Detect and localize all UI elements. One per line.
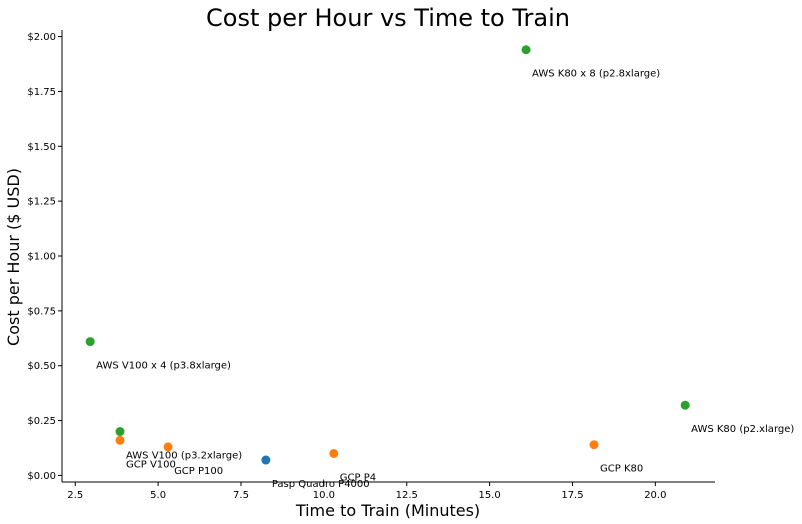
data-point bbox=[521, 45, 531, 55]
x-tick-label: 20.0 bbox=[644, 490, 666, 501]
y-tick-label: $1.75 bbox=[27, 87, 56, 98]
x-tick-label: 5.0 bbox=[150, 490, 166, 501]
x-tick-label: 10.0 bbox=[313, 490, 335, 501]
data-point bbox=[115, 427, 125, 437]
y-tick-label: $1.25 bbox=[27, 197, 56, 208]
y-ticks: $0.00 $0.25 $0.50 $0.75 $1.00 $1.25 $1.50 $1.75… bbox=[27, 32, 62, 482]
y-tick-label: $0.75 bbox=[27, 306, 56, 317]
point-label: Pasp Quadro P4000 bbox=[272, 479, 370, 490]
chart-title: Cost per Hour vs Time to Train bbox=[206, 4, 570, 32]
data-point bbox=[680, 400, 690, 410]
data-point bbox=[261, 455, 271, 465]
point-label: GCP V100 bbox=[126, 459, 176, 470]
point-label: GCP P4 bbox=[340, 472, 376, 483]
x-tick-label: 2.5 bbox=[67, 490, 83, 501]
data-point bbox=[329, 448, 339, 458]
x-tick-label: 7.5 bbox=[233, 490, 249, 501]
y-tick-label: $0.00 bbox=[27, 471, 56, 482]
data-point bbox=[589, 440, 599, 450]
point-label: GCP P100 bbox=[174, 466, 223, 477]
data-points bbox=[85, 45, 690, 465]
y-tick-label: $1.00 bbox=[27, 252, 56, 263]
point-label: AWS K80 x 8 (p2.8xlarge) bbox=[532, 69, 660, 80]
x-ticks: 2.5 5.0 7.5 10.0 12.5 15.0 17.5 20.0 bbox=[67, 482, 666, 501]
x-tick-label: 17.5 bbox=[561, 490, 583, 501]
y-tick-label: $1.50 bbox=[27, 142, 56, 153]
y-tick-label: $0.50 bbox=[27, 361, 56, 372]
point-label: AWS V100 x 4 (p3.8xlarge) bbox=[96, 361, 231, 372]
x-tick-label: 15.0 bbox=[478, 490, 500, 501]
y-axis-label: Cost per Hour ($ USD) bbox=[4, 168, 23, 346]
y-tick-label: $0.25 bbox=[27, 416, 56, 427]
x-axis-label: Time to Train (Minutes) bbox=[295, 501, 480, 520]
y-tick-label: $2.00 bbox=[27, 32, 56, 43]
point-label: AWS V100 (p3.2xlarge) bbox=[126, 451, 242, 462]
point-label: GCP K80 bbox=[600, 464, 643, 475]
data-point bbox=[163, 442, 173, 452]
data-point bbox=[85, 337, 95, 347]
x-tick-label: 12.5 bbox=[396, 490, 418, 501]
point-label: AWS K80 (p2.xlarge) bbox=[691, 424, 794, 435]
data-point bbox=[115, 435, 125, 445]
